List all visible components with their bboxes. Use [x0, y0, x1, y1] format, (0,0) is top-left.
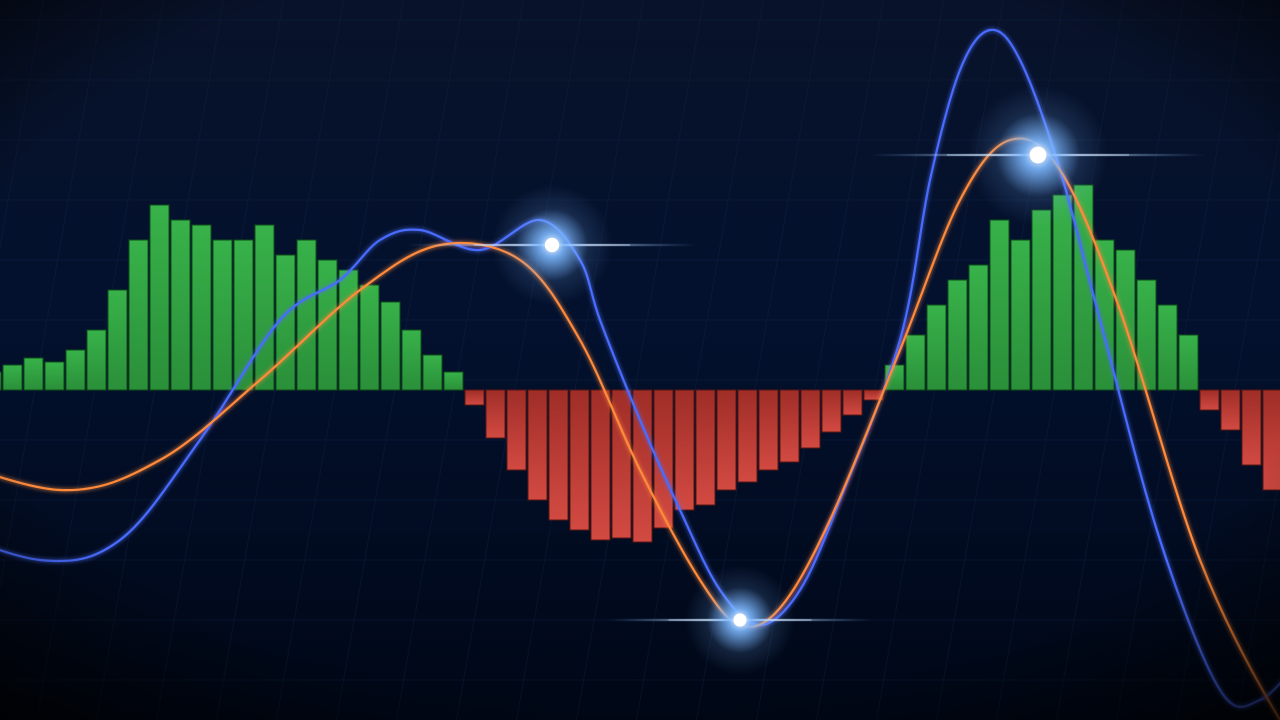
- chart-canvas: [0, 0, 1280, 720]
- macd-chart: [0, 0, 1280, 720]
- vignette: [0, 0, 1280, 720]
